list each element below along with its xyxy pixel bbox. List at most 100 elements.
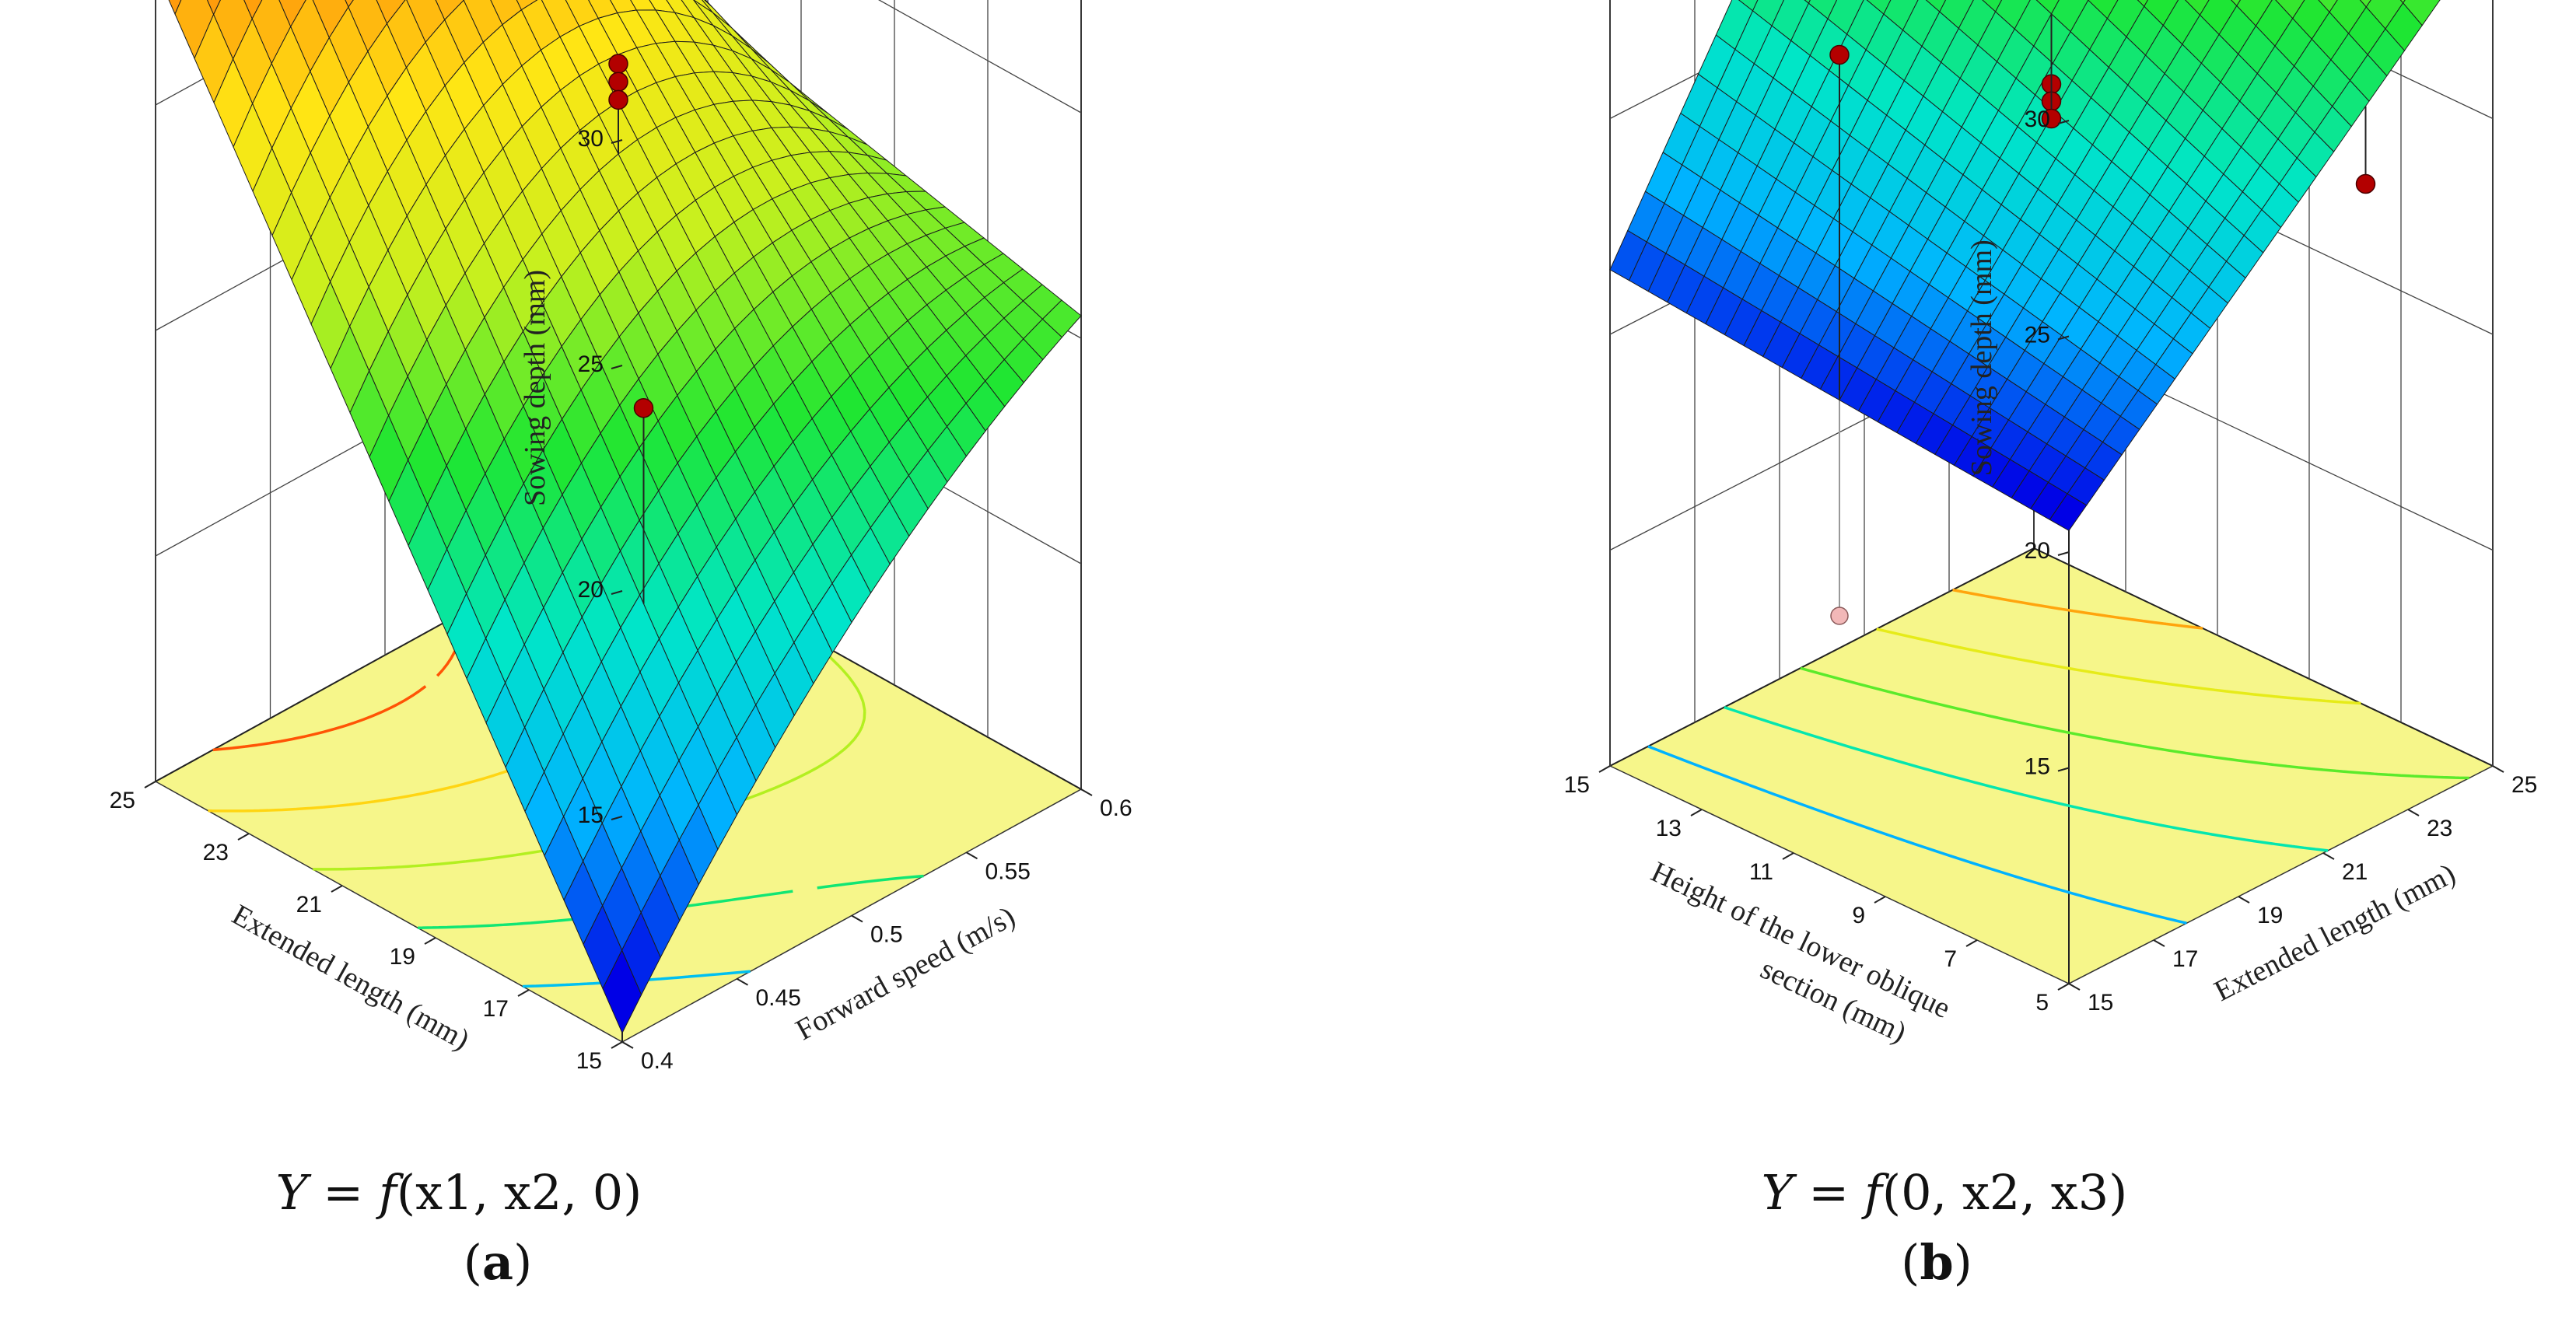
panel-b-x-tick [1690, 809, 1703, 816]
panel-a-design-point [633, 398, 654, 418]
panel-a-surface-patch [602, 949, 642, 1034]
caption-a-args: (x1, x2, 0) [397, 1164, 642, 1221]
panel-b-y-tick [2238, 896, 2250, 904]
panel-b-surface-patch [2049, 493, 2088, 531]
panel-a-design-point [608, 72, 628, 92]
panel-a-letter: a [482, 1234, 513, 1291]
panel-b-back-wall-right [2033, 0, 2494, 767]
caption-a-eq: = [308, 1164, 379, 1221]
panel-a-x-tick-label: 25 [110, 788, 135, 813]
panel-a-x-tick [144, 781, 156, 788]
panel-b-x-tick-label: 9 [1852, 903, 1865, 928]
caption-b-eq: = [1794, 1164, 1864, 1221]
panel-b-letter: b [1920, 1234, 1953, 1291]
panel-b-x-tick [1965, 939, 1978, 947]
caption-b-equation: Y = f(0, x2, x3) [1762, 1164, 2128, 1221]
panel-b-x-tick [1782, 852, 1794, 860]
panel-a-surface-mesh [168, 0, 1082, 1034]
panel-b-z-tick-label: 25 [2025, 323, 2050, 348]
panel-a-x-tick-label: 15 [576, 1048, 602, 1074]
panel-a-back-wall-right [614, 0, 1082, 791]
panel-a-x-tick [517, 989, 530, 997]
panel-a-x-tick-label: 17 [483, 996, 509, 1022]
panel-b-surface-mesh [1609, 0, 2441, 531]
panel-a-x-tick [611, 1041, 623, 1049]
panel-b-x-tick-label: 7 [1944, 946, 1957, 972]
panel-b-floor-contours [1647, 588, 2469, 925]
panel-a-y-tick-label: 0.6 [1100, 795, 1132, 821]
panel-a-design-point [608, 89, 628, 110]
panel-a-x-tick [237, 833, 250, 841]
caption-b-y: Y [1762, 1164, 1797, 1221]
panel-b-z-tick [2057, 767, 2070, 772]
panel-a-y-tick-label: 0.4 [641, 1048, 674, 1074]
caption-b-args: (0, x2, x3) [1882, 1164, 2127, 1221]
panel-b-z-tick-label: 20 [2025, 538, 2050, 564]
panel-a-surface-patch [243, 0, 263, 20]
panel-b-points-below [1830, 400, 1849, 625]
panel-a-y-tick [737, 977, 748, 986]
panel-a-design-point [608, 54, 628, 74]
panel-b-z-tick-label: 15 [2025, 754, 2050, 780]
panel-a-y-tick-label: 0.55 [985, 858, 1031, 884]
panel-b-x-tick-label: 11 [1749, 859, 1773, 885]
panel-b-z-tick [2057, 120, 2070, 124]
caption-a-equation: Y = f(x1, x2, 0) [276, 1164, 642, 1221]
panel-b-surface-patch [2137, 0, 2149, 8]
panel-a-z-tick [611, 590, 623, 595]
panel-a-y-tick [966, 851, 978, 860]
panel-a-z-tick [611, 816, 623, 820]
panel-b-x-tick-label: 15 [1564, 772, 1590, 798]
panel-b-z-tick-label: 30 [2025, 107, 2050, 132]
panel-a-points-above [608, 54, 654, 604]
caption-a-y: Y [276, 1164, 312, 1221]
panel-b-y-tick-label: 17 [2172, 946, 2198, 972]
panel-b-design-point [2355, 173, 2376, 194]
panel-a-y-tick-label: 0.45 [756, 985, 801, 1011]
panel-a-z-tick-label: 30 [578, 126, 604, 152]
panel-b-points-above [1829, 13, 2376, 400]
panel-b-contour-line [1876, 628, 2361, 705]
panel-b-surface-patch [2230, 0, 2242, 7]
panel-b-design-point [1829, 44, 1850, 65]
panel-a-z-tick-label: 15 [578, 802, 604, 828]
panel-b-x-tick-label: 5 [2035, 990, 2049, 1016]
panel-b-contour-line [1647, 745, 2187, 925]
panel-a-y-tick-label: 0.5 [870, 922, 903, 948]
panel-b-x-tick [2057, 983, 2070, 991]
panel-a-surface-patch [206, 0, 221, 16]
panel-a-z-axis-label: Sowing depth (mm) [519, 270, 551, 506]
panel-b-y-tick-label: 25 [2511, 772, 2537, 798]
panel-b-x-tick-label: 13 [1656, 816, 1682, 841]
panel-a-y-tick [621, 1041, 634, 1049]
panel-b-z-axis-label: Sowing depth (mm) [1965, 239, 1998, 476]
panel-b-x-tick [1598, 765, 1611, 773]
panel-a-surface-plot: 15202530351517192123250.40.450.50.550.6S… [110, 0, 1132, 1074]
panel-a-y-tick [851, 914, 863, 923]
panel-b-design-point [2041, 108, 2062, 129]
panel-a-z-tick [611, 365, 623, 369]
panel-b-y-tick-label: 21 [2342, 859, 2368, 885]
panel-b-x-tick [1874, 896, 1886, 904]
panel-b-surface-patch [2318, 0, 2338, 13]
panel-a-x-tick [424, 937, 436, 945]
panel-b-y-tick-label: 19 [2257, 903, 2283, 928]
panel-b-z-tick [2057, 551, 2070, 556]
panel-b-y-tick [2492, 765, 2504, 773]
panel-b-design-point [1830, 607, 1849, 625]
panel-b-y-tick [2068, 983, 2081, 991]
panel-b-y-tick [2322, 852, 2335, 860]
panel-a-x-tick [331, 885, 343, 893]
panel-b-y-tick-label: 15 [2088, 990, 2113, 1016]
caption-b-label: (b) [1901, 1234, 1972, 1291]
panel-b-z-tick [2057, 335, 2070, 341]
panel-a-z-tick [611, 139, 623, 144]
panel-a-x-tick-label: 23 [203, 840, 229, 865]
panel-b-surface-patch [2359, 0, 2371, 8]
panel-b-contour-line [1800, 666, 2469, 780]
panel-a-z-tick-label: 20 [578, 577, 604, 603]
panel-b-contour-line [1724, 705, 2329, 852]
panel-b-y-tick [2153, 939, 2165, 947]
panel-a-y-tick [1080, 788, 1093, 796]
